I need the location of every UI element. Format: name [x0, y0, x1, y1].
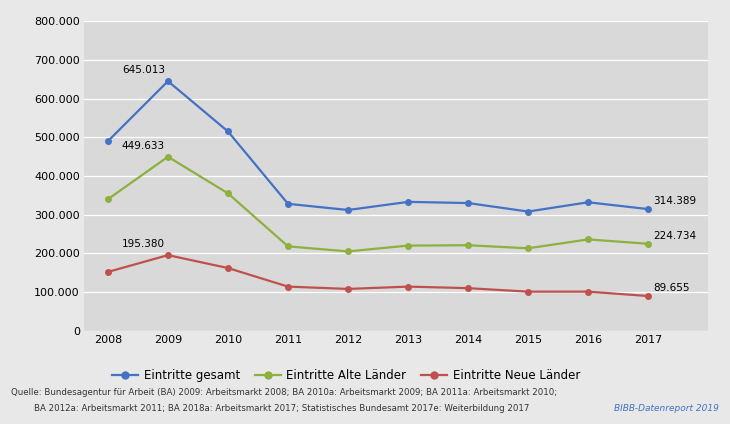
Text: 224.734: 224.734 — [653, 231, 696, 241]
Text: 645.013: 645.013 — [122, 65, 165, 75]
Text: Quelle: Bundesagentur für Arbeit (BA) 2009: Arbeitsmarkt 2008; BA 2010a: Arbeits: Quelle: Bundesagentur für Arbeit (BA) 20… — [11, 388, 557, 397]
Legend: Eintritte gesamt, Eintritte Alte Länder, Eintritte Neue Länder: Eintritte gesamt, Eintritte Alte Länder,… — [107, 365, 585, 387]
Text: 195.380: 195.380 — [122, 239, 165, 249]
Text: 314.389: 314.389 — [653, 196, 696, 206]
Text: 449.633: 449.633 — [122, 141, 165, 151]
Text: BIBB-Datenreport 2019: BIBB-Datenreport 2019 — [614, 404, 719, 413]
Text: BA 2012a: Arbeitsmarkt 2011; BA 2018a: Arbeitsmarkt 2017; Statistisches Bundesam: BA 2012a: Arbeitsmarkt 2011; BA 2018a: A… — [34, 404, 529, 413]
Text: 89.655: 89.655 — [653, 283, 689, 293]
